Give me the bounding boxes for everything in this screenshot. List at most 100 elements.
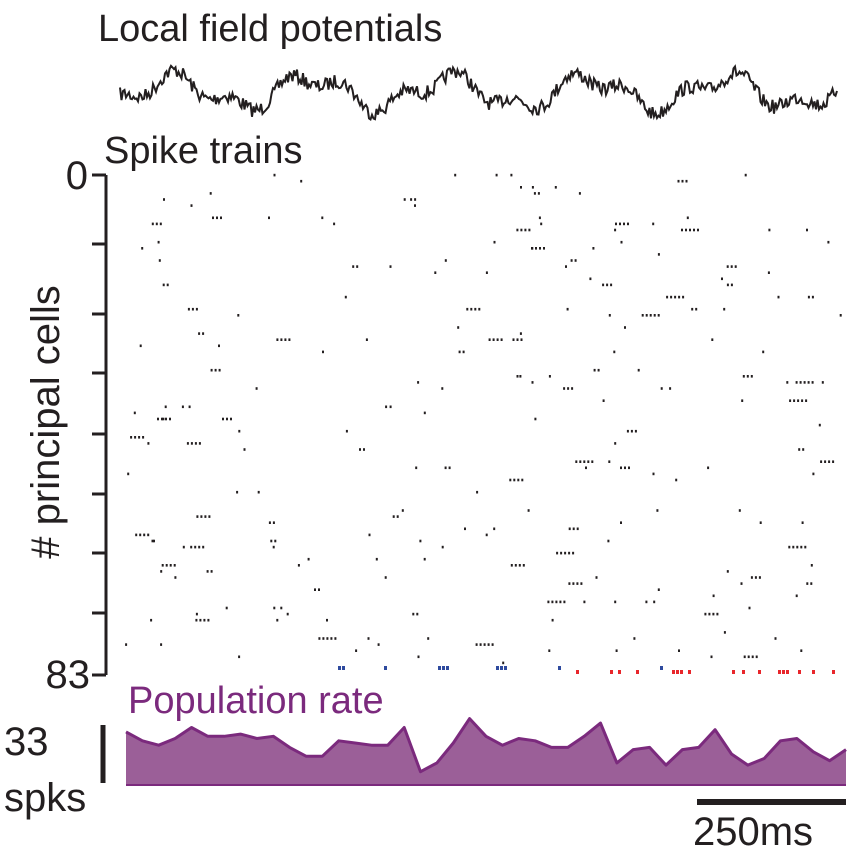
spike (363, 448, 365, 451)
spike (517, 478, 520, 482)
spike (821, 381, 824, 384)
spike (441, 545, 444, 549)
spike (721, 277, 723, 281)
spike (768, 228, 771, 232)
spike (384, 576, 387, 579)
spike (300, 179, 303, 183)
spike (548, 649, 551, 652)
spike (750, 576, 753, 579)
spike (734, 265, 737, 268)
interneuron-spike (610, 670, 613, 674)
spike (150, 618, 153, 622)
spike (832, 460, 835, 463)
spike (204, 515, 207, 518)
spike (202, 332, 205, 335)
spike (741, 399, 744, 402)
spike (534, 417, 537, 421)
spike (689, 228, 691, 232)
spike (759, 521, 762, 524)
spike (427, 637, 430, 640)
spike (602, 399, 605, 402)
y-tick-label-bottom: 83 (45, 653, 91, 697)
spike (412, 612, 415, 616)
spike (214, 368, 217, 372)
spike (798, 448, 801, 451)
spike (575, 460, 578, 463)
spike (583, 460, 586, 463)
spike (649, 314, 652, 317)
spike (272, 545, 275, 549)
spike (493, 527, 496, 531)
spike (207, 618, 210, 622)
interneuron-spike (636, 670, 639, 674)
spike (742, 375, 745, 378)
interneuron-spike (672, 670, 675, 674)
spike (743, 655, 746, 659)
spike (134, 436, 137, 439)
spike (368, 533, 371, 537)
spike (619, 222, 621, 226)
spike (723, 631, 726, 634)
spike (793, 399, 796, 402)
population-rate-title: Population rate (128, 680, 384, 722)
spike (273, 606, 276, 610)
spike (595, 576, 598, 579)
spike (195, 618, 198, 622)
spike (139, 344, 142, 348)
spike (669, 387, 672, 390)
spike (414, 198, 417, 201)
spike (820, 460, 823, 463)
spike (563, 387, 566, 390)
spike (620, 521, 622, 524)
spike (417, 381, 420, 384)
spike (403, 198, 406, 201)
spike (652, 222, 655, 226)
interneuron-spike (732, 670, 735, 674)
spike (657, 253, 660, 256)
spike (827, 240, 830, 244)
lfp-trace-group (119, 64, 838, 121)
spike (726, 570, 729, 573)
spike (602, 283, 605, 287)
spike (218, 368, 221, 372)
spike (161, 564, 164, 567)
spike (576, 527, 579, 531)
spike (307, 557, 310, 561)
rate-scale-unit: spks (4, 776, 87, 820)
interneuron-spike (778, 670, 781, 674)
spike (620, 240, 623, 244)
spike (314, 588, 316, 591)
spike (322, 350, 324, 354)
spike (800, 545, 803, 549)
spike (196, 515, 199, 518)
spike (138, 436, 141, 439)
spike (587, 460, 590, 463)
spike (747, 655, 750, 659)
spike (740, 582, 743, 585)
spike (198, 332, 201, 335)
spike (130, 436, 133, 439)
interneuron-spike (680, 670, 683, 674)
spike (795, 594, 798, 598)
spike (608, 460, 611, 463)
spike-raster (125, 173, 842, 674)
interneuron-spike (660, 666, 663, 670)
lfp-trace (119, 64, 838, 121)
spike (777, 295, 780, 299)
spike (802, 448, 805, 451)
spike (125, 643, 128, 646)
spike (510, 564, 513, 567)
spike (334, 637, 337, 640)
spike (789, 399, 792, 402)
spike (488, 338, 491, 341)
spike (186, 442, 189, 445)
spike (788, 545, 791, 549)
spike (169, 564, 172, 567)
interneuron-spike (688, 670, 691, 674)
spike (510, 173, 513, 177)
spike (280, 338, 283, 341)
spike (615, 222, 617, 226)
spike (401, 509, 404, 512)
spike (502, 661, 505, 665)
spike (614, 228, 617, 232)
